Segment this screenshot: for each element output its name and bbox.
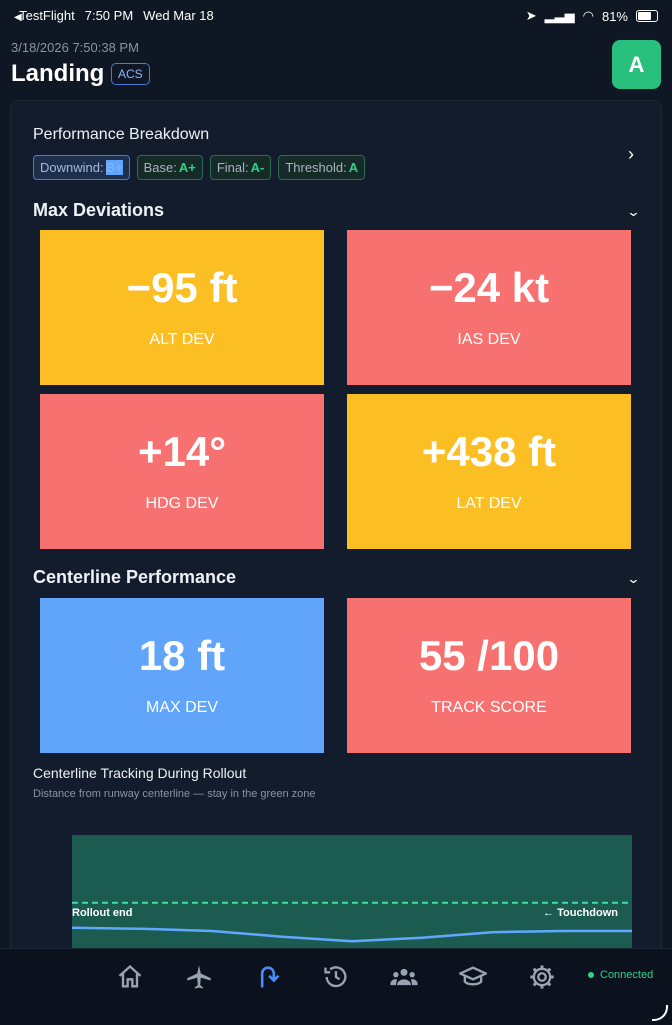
graduation-cap-icon	[457, 966, 489, 986]
tile-label: LAT DEV	[456, 494, 522, 512]
wifi-icon: ◠	[582, 8, 594, 23]
max-deviations-title: Max Deviations	[33, 200, 165, 220]
tab-bar: Connected	[0, 948, 672, 1025]
battery-icon	[636, 10, 658, 22]
turn-arrow-icon	[260, 966, 280, 988]
track-score-tile: 55 /100 TRACK SCORE	[347, 598, 631, 753]
tile-value: +438 ft	[421, 427, 557, 475]
chart-subtitle: Distance from runway centerline — stay i…	[33, 788, 316, 800]
centerline-track-line	[72, 926, 632, 943]
tab-home[interactable]	[116, 963, 144, 991]
centerline-chart: Rollout end ← Touchdown	[72, 835, 632, 948]
tab-people[interactable]	[390, 963, 418, 991]
status-right: ➤ ▂▃▅ ◠ 81%	[526, 8, 658, 24]
home-icon	[118, 964, 142, 988]
overall-grade-badge: A	[612, 40, 661, 89]
tile-value: 55 /100	[418, 631, 560, 679]
tab-history[interactable]	[322, 963, 350, 991]
tab-learn[interactable]	[457, 963, 489, 991]
tile-label: ALT DEV	[149, 330, 215, 348]
standard-badge: ACS	[111, 63, 150, 85]
resize-corner-icon	[652, 1005, 668, 1021]
tile-label: HDG DEV	[145, 494, 219, 512]
tab-flight[interactable]	[185, 963, 213, 991]
centerline-performance-title: Centerline Performance	[33, 567, 237, 587]
tab-settings[interactable]	[528, 963, 556, 991]
airplane-icon	[187, 965, 211, 989]
tile-value: +14°	[137, 427, 227, 475]
status-bar: ◀ TestFlight 7:50 PM Wed Mar 18 ➤ ▂▃▅ ◠ …	[0, 0, 672, 30]
tile-value: −95 ft	[126, 263, 238, 311]
history-icon	[324, 966, 347, 988]
location-icon: ➤	[525, 8, 537, 23]
flight-timestamp: 3/18/2026 7:50:38 PM	[11, 40, 139, 55]
rollout-end-label: Rollout end	[72, 907, 133, 919]
tile-value: 18 ft	[138, 631, 226, 679]
status-time: 7:50 PM	[84, 8, 134, 23]
max-dev-tile: 18 ft MAX DEV	[40, 598, 324, 753]
ias-dev-tile: −24 kt IAS DEV	[347, 230, 631, 385]
phase-pill-final[interactable]: Final: A-	[209, 155, 272, 180]
tile-label: TRACK SCORE	[431, 698, 547, 716]
status-date: Wed Mar 18	[143, 8, 214, 23]
gear-icon	[530, 965, 554, 989]
chevron-down-icon[interactable]: ⌄	[626, 571, 641, 586]
chart-title: Centerline Tracking During Rollout	[33, 765, 247, 781]
tile-value: −24 kt	[428, 263, 550, 311]
page-title: Landing	[11, 60, 105, 87]
chevron-down-icon[interactable]: ⌄	[626, 204, 641, 219]
tab-maneuvers[interactable]	[254, 963, 282, 991]
performance-breakdown-title: Performance Breakdown	[33, 126, 210, 143]
lat-dev-tile: +438 ft LAT DEV	[347, 394, 631, 549]
alt-dev-tile: −95 ft ALT DEV	[40, 230, 324, 385]
signal-icon: ▂▃▅	[544, 8, 575, 23]
back-to-app-link[interactable]: ◀ TestFlight	[14, 8, 75, 23]
connection-dot-icon	[588, 972, 594, 978]
centerline-chart-svg	[72, 901, 632, 943]
status-left: ◀ TestFlight 7:50 PM Wed Mar 18	[14, 8, 214, 23]
connection-label: Connected	[600, 969, 654, 981]
tile-label: MAX DEV	[145, 698, 218, 716]
phase-pill-threshold[interactable]: Threshold: A	[278, 155, 366, 180]
phase-grades: Downwind: B+ Base: A+ Final: A- Threshold: A	[33, 155, 366, 180]
chevron-right-icon[interactable]: ›	[628, 144, 634, 164]
tile-label: IAS DEV	[457, 330, 521, 348]
hdg-dev-tile: +14° HDG DEV	[40, 394, 324, 549]
battery-percent: 81%	[601, 8, 628, 24]
touchdown-label: ← Touchdown	[543, 907, 618, 919]
connection-status: Connected	[588, 969, 653, 981]
phase-pill-base[interactable]: Base: A+	[136, 155, 203, 180]
phase-pill-downwind[interactable]: Downwind: B+	[33, 155, 130, 180]
people-icon	[390, 968, 418, 986]
